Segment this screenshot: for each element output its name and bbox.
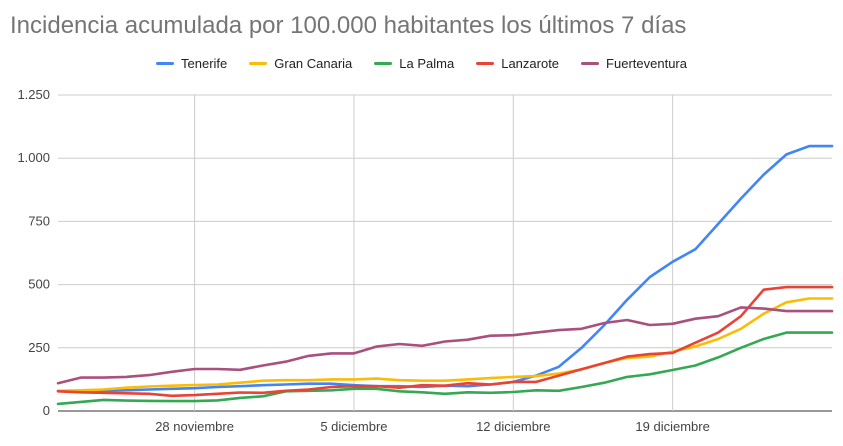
legend-label: Gran Canaria — [274, 56, 353, 71]
legend-label: Tenerife — [181, 56, 228, 71]
legend-swatch — [249, 62, 268, 65]
legend-item-fuerteventura: Fuerteventura — [581, 56, 687, 71]
chart-legend: Tenerife Gran Canaria La Palma Lanzarote Fue… — [0, 56, 843, 71]
y-tick-label: 1.250 — [17, 87, 50, 102]
y-tick-label: 1.000 — [17, 150, 50, 165]
legend-label: Lanzarote — [501, 56, 560, 71]
x-tick-label: 19 diciembre — [635, 419, 709, 434]
y-tick-label: 250 — [28, 340, 50, 355]
series-line-gran-canaria — [56, 297, 834, 393]
chart-title: Incidencia acumulada por 100.000 habitan… — [10, 12, 687, 39]
legend-item-gran-canaria: Gran Canaria — [249, 56, 352, 71]
x-tick-label: 12 diciembre — [476, 419, 550, 434]
legend-item-tenerife: Tenerife — [156, 56, 227, 71]
series-line-la-palma — [56, 331, 834, 406]
legend-swatch — [374, 62, 393, 65]
legend-swatch — [476, 62, 495, 65]
legend-label: Fuerteventura — [606, 56, 687, 71]
series-line-fuerteventura — [56, 306, 834, 385]
series-line-lanzarote — [56, 285, 834, 398]
x-tick-label: 28 noviembre — [155, 419, 234, 434]
y-tick-label: 0 — [43, 403, 50, 418]
series-line-tenerife — [56, 144, 834, 393]
legend-label: La Palma — [399, 56, 455, 71]
y-tick-label: 750 — [28, 213, 50, 228]
y-tick-label: 500 — [28, 277, 50, 292]
x-tick-label: 5 diciembre — [320, 419, 387, 434]
legend-swatch — [156, 62, 174, 65]
legend-item-lanzarote: Lanzarote — [476, 56, 559, 71]
legend-item-la-palma: La Palma — [374, 56, 454, 71]
legend-swatch — [581, 62, 600, 65]
